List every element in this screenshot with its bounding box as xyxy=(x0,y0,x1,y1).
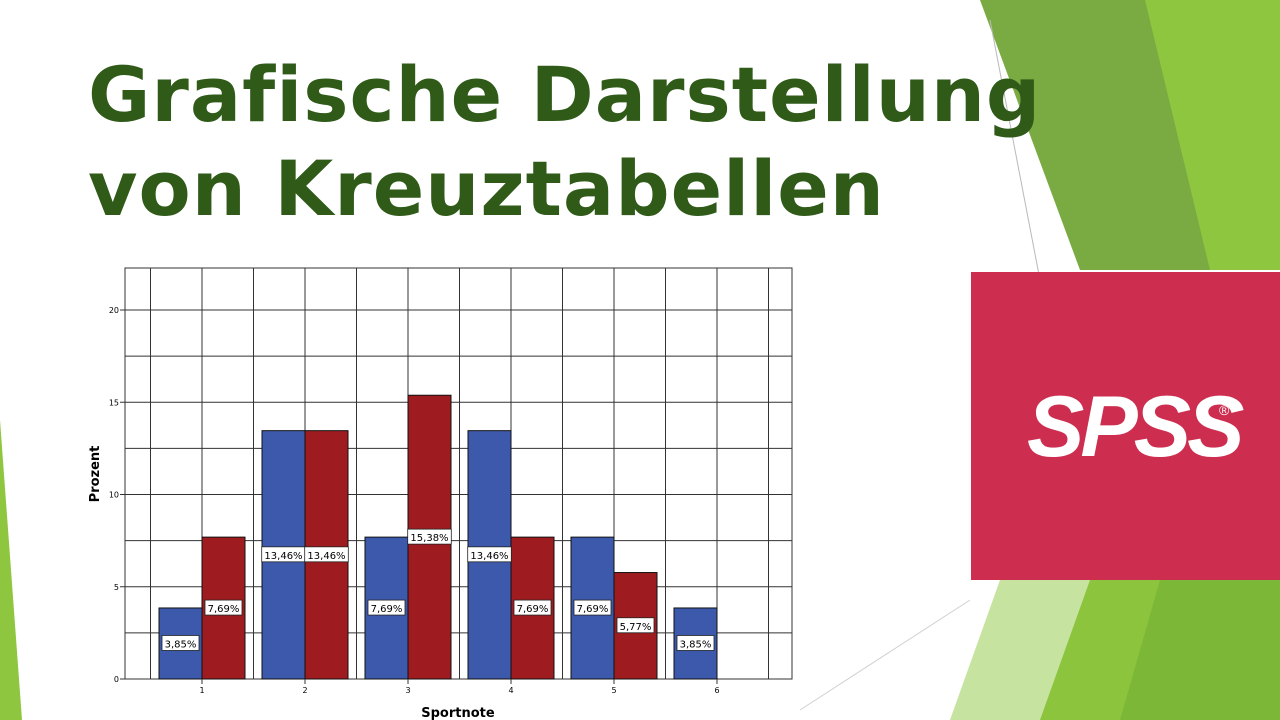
y-tick-label: 0 xyxy=(114,675,119,684)
axes: 0 5 10 15 20 1 2 3 4 5 6 xyxy=(109,306,720,695)
deco-green-left xyxy=(0,420,22,720)
data-label: 5,77% xyxy=(620,622,652,633)
data-label: 15,38% xyxy=(410,533,448,544)
data-label: 3,85% xyxy=(680,639,712,650)
y-tick-label: 20 xyxy=(109,306,119,315)
x-tick-label: 2 xyxy=(302,686,307,695)
slide-title: Grafische Darstellung von Kreuztabellen xyxy=(88,48,1041,236)
y-tick-label: 5 xyxy=(114,583,119,592)
title-line-2: von Kreuztabellen xyxy=(88,144,885,233)
data-label: 3,85% xyxy=(165,639,197,650)
data-labels: 3,85% 13,46% 7,69% 13,46% 7,69% 3,85% 7,69% 13,… xyxy=(161,528,715,651)
data-label-box xyxy=(616,617,655,634)
data-label: 7,69% xyxy=(517,604,549,615)
title-line-1: Grafische Darstellung xyxy=(88,50,1042,139)
deco-thin-line xyxy=(989,19,1041,281)
data-label-box xyxy=(304,546,349,563)
data-label: 7,69% xyxy=(208,604,240,615)
x-tick-label: 6 xyxy=(714,686,719,695)
data-label-box xyxy=(204,599,243,616)
data-label: 13,46% xyxy=(470,551,508,562)
logo-registered-mark: ® xyxy=(1219,402,1230,418)
y-axis-label: Prozent xyxy=(88,446,103,503)
spss-logo: SPSS ® xyxy=(971,272,1280,580)
x-tick-label: 1 xyxy=(199,686,204,695)
deco-green-light xyxy=(1145,0,1280,270)
data-label: 13,46% xyxy=(264,551,302,562)
data-label-box xyxy=(513,599,552,616)
deco-thin-line-2 xyxy=(799,599,971,711)
data-label: 7,69% xyxy=(577,604,609,615)
data-label-box xyxy=(367,599,406,616)
y-tick-label: 10 xyxy=(109,491,119,500)
deco-green-bottom-dark xyxy=(1120,580,1280,720)
data-label-box xyxy=(161,635,200,651)
y-tick-label: 15 xyxy=(109,398,119,407)
x-tick-label: 3 xyxy=(405,686,410,695)
data-label: 7,69% xyxy=(371,604,403,615)
x-tick-label: 4 xyxy=(508,686,513,695)
data-label: 13,46% xyxy=(307,551,345,562)
x-tick-label: 5 xyxy=(611,686,616,695)
data-label-box xyxy=(467,546,512,563)
data-label-box xyxy=(407,528,452,545)
logo-text: SPSS xyxy=(1027,379,1244,475)
data-label-box xyxy=(676,635,715,651)
data-label-box xyxy=(573,599,612,616)
x-axis-label: Sportnote xyxy=(421,706,495,720)
